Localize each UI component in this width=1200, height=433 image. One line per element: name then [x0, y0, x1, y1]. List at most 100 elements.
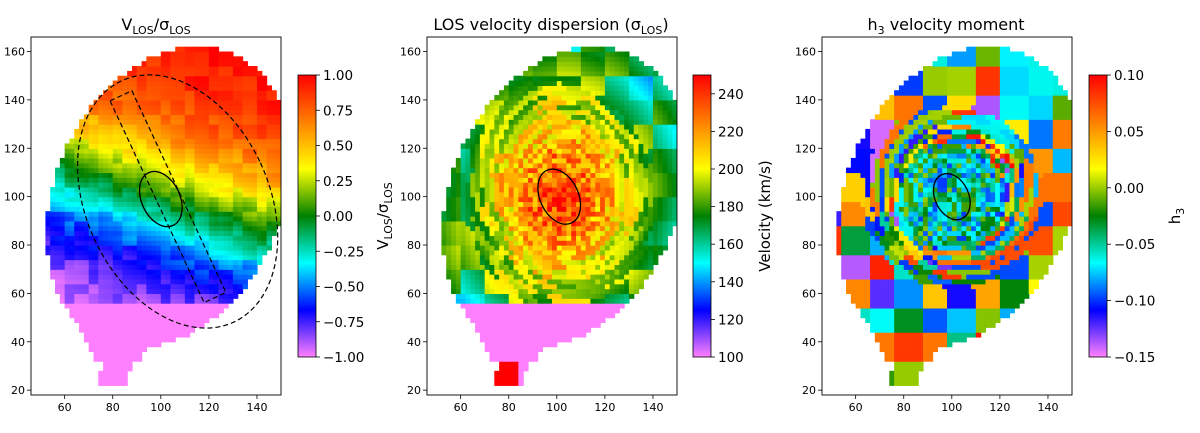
map-pixel [451, 284, 456, 289]
map-pixel [446, 274, 451, 279]
map-pixel [480, 139, 485, 144]
map-pixel [518, 158, 523, 163]
map-pixel [485, 235, 490, 240]
map-pixel [151, 114, 156, 119]
map-pixel [50, 255, 55, 260]
map-pixel [137, 148, 142, 153]
map-pixel [523, 71, 528, 76]
map-pixel [538, 105, 543, 110]
map-pixel [499, 284, 504, 289]
map-pixel [79, 235, 84, 240]
map-pixel [199, 322, 204, 327]
map-pixel [629, 148, 634, 153]
map-pixel [509, 129, 514, 134]
map-pixel [55, 284, 60, 289]
map-pixel [504, 322, 509, 327]
map-pixel [576, 250, 581, 255]
map-pixel [94, 105, 99, 110]
map-pixel [600, 153, 605, 158]
map-pixel [69, 168, 74, 173]
map-pixel [60, 298, 65, 303]
map-pixel [180, 52, 185, 57]
map-pixel [576, 182, 581, 187]
map-pixel [456, 182, 461, 187]
map-pixel [180, 308, 185, 313]
map-pixel [514, 172, 519, 177]
map-pixel [677, 129, 682, 134]
map-pixel [605, 119, 610, 124]
map-pixel [504, 376, 509, 381]
map-pixel [562, 308, 567, 313]
map-pixel [94, 332, 99, 337]
map-pixel [547, 139, 552, 144]
map-pixel [509, 182, 514, 187]
map-pixel [538, 163, 543, 168]
map-pixel [65, 264, 70, 269]
map-pixel [233, 148, 238, 153]
map-pixel [490, 318, 495, 323]
map-pixel [566, 231, 571, 236]
map-pixel [600, 211, 605, 216]
map-pixel [490, 158, 495, 163]
map-pixel [65, 158, 70, 163]
map-pixel [89, 221, 94, 226]
map-pixel [542, 177, 547, 182]
map-pixel [170, 303, 175, 308]
map-pixel [677, 201, 682, 206]
map-pixel [528, 235, 533, 240]
map-pixel [499, 245, 504, 250]
map-pixel [166, 66, 171, 71]
map-pixel [185, 303, 190, 308]
map-pixel [600, 158, 605, 163]
map-pixel [55, 172, 60, 177]
map-pixel [199, 148, 204, 153]
map-pixel [209, 85, 214, 90]
map-pixel [465, 245, 470, 250]
map-pixel [490, 308, 495, 313]
map-pixel [194, 187, 199, 192]
map-pixel [581, 245, 586, 250]
map-pixel [194, 313, 199, 318]
map-pixel [658, 119, 663, 124]
map-pixel [518, 327, 523, 332]
map-pixel [214, 172, 219, 177]
map-pixel [151, 172, 156, 177]
map-pixel [480, 201, 485, 206]
map-pixel [581, 168, 586, 173]
map-pixel [499, 148, 504, 153]
map-pixel [576, 279, 581, 284]
map-pixel [185, 264, 190, 269]
map-pixel [571, 192, 576, 197]
map-pixel [199, 255, 204, 260]
map-pixel [610, 95, 615, 100]
map-pixel [667, 134, 672, 139]
map-pixel [156, 231, 161, 236]
map-pixel [643, 172, 648, 177]
map-pixel [605, 100, 610, 105]
map-pixel [619, 289, 624, 294]
map-pixel [194, 124, 199, 129]
map-pixel [170, 216, 175, 221]
map-pixel [113, 279, 118, 284]
map-pixel [557, 226, 562, 231]
map-pixel [219, 158, 224, 163]
map-pixel [615, 240, 620, 245]
map-pixel [667, 177, 672, 182]
map-pixel [533, 216, 538, 221]
map-pixel [600, 269, 605, 274]
map-pixel [267, 197, 272, 202]
map-pixel [629, 293, 634, 298]
map-pixel [494, 182, 499, 187]
map-pixel [132, 342, 137, 347]
map-pixel [156, 61, 161, 66]
map-pixel [648, 85, 653, 90]
map-pixel [451, 250, 456, 255]
map-pixel [146, 221, 151, 226]
map-pixel [204, 192, 209, 197]
map-pixel [446, 192, 451, 197]
map-pixel [533, 235, 538, 240]
map-pixel [199, 177, 204, 182]
map-pixel [465, 303, 470, 308]
map-pixel [204, 260, 209, 265]
map-pixel [581, 289, 586, 294]
